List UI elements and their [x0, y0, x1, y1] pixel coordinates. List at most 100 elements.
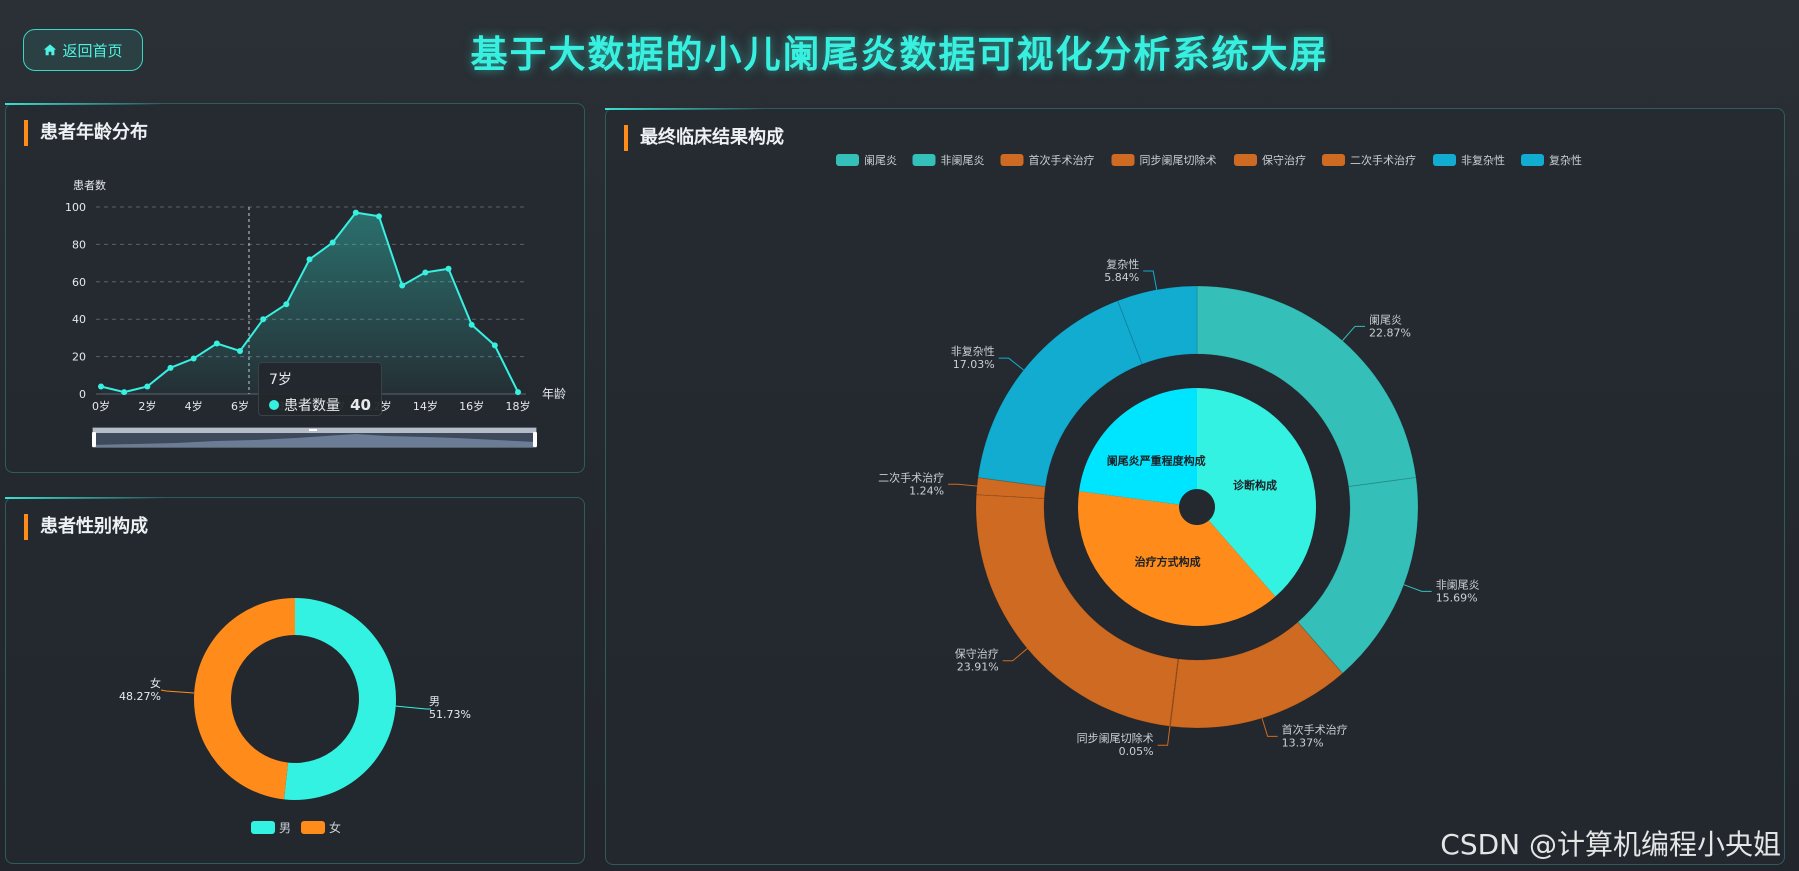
- age-data-point[interactable]: [329, 239, 336, 246]
- age-tooltip: 7岁 患者数量 40: [258, 362, 382, 416]
- svg-text:首次手术治疗: 首次手术治疗: [1029, 153, 1095, 167]
- outcome-inner-label: 诊断构成: [1233, 478, 1277, 492]
- gender-panel-title: 患者性别构成: [24, 514, 148, 540]
- outcome-inner-slice[interactable]: [1197, 388, 1316, 597]
- gender-slice-female[interactable]: [194, 598, 295, 800]
- outcome-outer-slice[interactable]: [1196, 285, 1417, 488]
- age-data-point[interactable]: [491, 342, 498, 349]
- outcome-leader-line: [998, 357, 1024, 371]
- age-x-tick-label: 16岁: [459, 399, 484, 413]
- age-data-point[interactable]: [399, 282, 406, 289]
- outcome-legend-item[interactable]: 阑尾炎: [836, 153, 897, 167]
- outcome-inner-slice[interactable]: [1078, 491, 1276, 626]
- age-data-point[interactable]: [352, 209, 359, 216]
- age-data-point[interactable]: [376, 213, 382, 220]
- outcome-leader-line: [1143, 270, 1158, 290]
- svg-text:非复杂性: 非复杂性: [1461, 153, 1505, 167]
- slider-grip[interactable]: [309, 429, 317, 431]
- outcome-outer-label: 二次手术治疗: [878, 470, 944, 484]
- outcome-outer-pct: 1.24%: [909, 484, 944, 497]
- age-area: [101, 212, 518, 394]
- age-data-point[interactable]: [422, 269, 429, 276]
- tooltip-series-name: 患者数量: [284, 398, 340, 414]
- outcome-legend-item[interactable]: 二次手术治疗: [1322, 153, 1416, 167]
- age-x-tick-label: 2岁: [138, 399, 156, 413]
- age-data-point[interactable]: [260, 316, 267, 323]
- outcome-legend-item[interactable]: 首次手术治疗: [1000, 153, 1095, 167]
- tooltip-value: 40: [350, 396, 371, 414]
- age-data-point[interactable]: [190, 355, 197, 362]
- watermark: CSDN @计算机编程小央姐: [1440, 828, 1781, 861]
- outcome-outer-label: 非复杂性: [951, 344, 995, 358]
- outcome-inner-slice[interactable]: [1079, 388, 1197, 505]
- outcome-outer-slice[interactable]: [977, 300, 1143, 488]
- outcome-outer-label: 阑尾炎: [1369, 312, 1402, 326]
- outcome-outer-pct: 15.69%: [1436, 591, 1478, 604]
- outcome-inner-label: 治疗方式构成: [1135, 555, 1201, 569]
- age-data-point[interactable]: [515, 389, 521, 396]
- age-data-point[interactable]: [213, 340, 220, 347]
- outcome-leader-line: [1002, 648, 1028, 662]
- age-x-tick-label: 0岁: [92, 399, 110, 413]
- age-x-axis-label: 年龄: [542, 387, 566, 401]
- home-icon: [44, 44, 57, 56]
- page-title: 基于大数据的小儿阑尾炎数据可视化分析系统大屏: [470, 33, 1329, 76]
- outcome-outer-pct: 23.91%: [957, 661, 999, 674]
- tooltip-title: 7岁: [269, 372, 292, 388]
- age-data-point[interactable]: [283, 301, 290, 308]
- age-data-point[interactable]: [306, 256, 313, 263]
- gender-slice-male[interactable]: [284, 598, 397, 800]
- gender-label-female: 女: [150, 676, 161, 690]
- outcome-panel-title: 最终临床结果构成: [624, 125, 784, 151]
- outcome-outer-label: 非阑尾炎: [1436, 577, 1480, 591]
- outcome-leader-line: [1261, 718, 1278, 737]
- svg-text:保守治疗: 保守治疗: [1262, 153, 1306, 167]
- age-y-tick-label: 0: [79, 388, 86, 401]
- age-y-tick-label: 60: [72, 276, 86, 289]
- outcome-outer-pct: 0.05%: [1119, 745, 1154, 758]
- slider-handle-left[interactable]: [92, 432, 96, 447]
- age-data-point[interactable]: [121, 389, 128, 396]
- outcome-outer-slice[interactable]: [1169, 658, 1180, 727]
- gender-donut-chart: 男 51.73% 女 48.27% 男 女: [119, 598, 471, 835]
- gender-leader-female: [160, 689, 195, 694]
- age-y-tick-label: 80: [72, 238, 86, 251]
- outcome-legend-item[interactable]: 非复杂性: [1433, 153, 1505, 167]
- gender-leader-male: [394, 705, 431, 710]
- age-y-tick-label: 40: [72, 313, 86, 326]
- data-zoom-slider[interactable]: [92, 427, 537, 448]
- svg-text:二次手术治疗: 二次手术治疗: [1350, 153, 1416, 167]
- outcome-outer-slice[interactable]: [975, 494, 1179, 727]
- outcome-leader-line: [1342, 325, 1365, 341]
- age-panel-title: 患者年龄分布: [24, 120, 148, 146]
- slider-handle-right[interactable]: [533, 432, 537, 447]
- age-data-point[interactable]: [98, 383, 104, 390]
- age-data-point[interactable]: [237, 347, 243, 354]
- age-x-tick-label: 14岁: [413, 399, 438, 413]
- outcome-outer-pct: 13.37%: [1282, 736, 1324, 749]
- back-home-button[interactable]: 返回首页: [23, 29, 143, 71]
- outcome-outer-slice[interactable]: [975, 476, 1046, 499]
- outcome-outer-pct: 17.03%: [953, 358, 995, 371]
- gender-panel: 患者性别构成 男 51.73% 女 48.27% 男 女: [5, 497, 585, 864]
- outcome-legend-item[interactable]: 保守治疗: [1234, 153, 1306, 167]
- outcome-outer-slice[interactable]: [1117, 285, 1198, 365]
- outcome-legend-item[interactable]: 同步阑尾切除术: [1111, 153, 1217, 167]
- age-data-point[interactable]: [167, 364, 174, 371]
- outcome-leader-line: [948, 483, 978, 487]
- outcome-nested-pie-chart: 阑尾炎 非阑尾炎 首次手术治疗 同步阑尾切除术 保守治疗 二次手术治疗 非复杂性 复杂性 诊断…: [836, 153, 1582, 758]
- gender-label-male: 男: [429, 695, 440, 708]
- age-data-point[interactable]: [468, 321, 475, 328]
- age-data-point[interactable]: [144, 383, 151, 390]
- gender-pct-male: 51.73%: [429, 708, 471, 721]
- gender-legend-male[interactable]: 男: [251, 821, 291, 835]
- outcome-outer-slice[interactable]: [1297, 476, 1419, 675]
- svg-text:非阑尾炎: 非阑尾炎: [941, 153, 985, 167]
- svg-text:复杂性: 复杂性: [1549, 153, 1582, 167]
- outcome-outer-label: 首次手术治疗: [1282, 722, 1348, 736]
- outcome-legend-item[interactable]: 复杂性: [1521, 153, 1582, 167]
- age-data-point[interactable]: [445, 265, 452, 272]
- age-y-axis-label: 患者数: [73, 179, 106, 192]
- outcome-legend-item[interactable]: 非阑尾炎: [912, 153, 985, 167]
- gender-legend-female[interactable]: 女: [301, 820, 341, 835]
